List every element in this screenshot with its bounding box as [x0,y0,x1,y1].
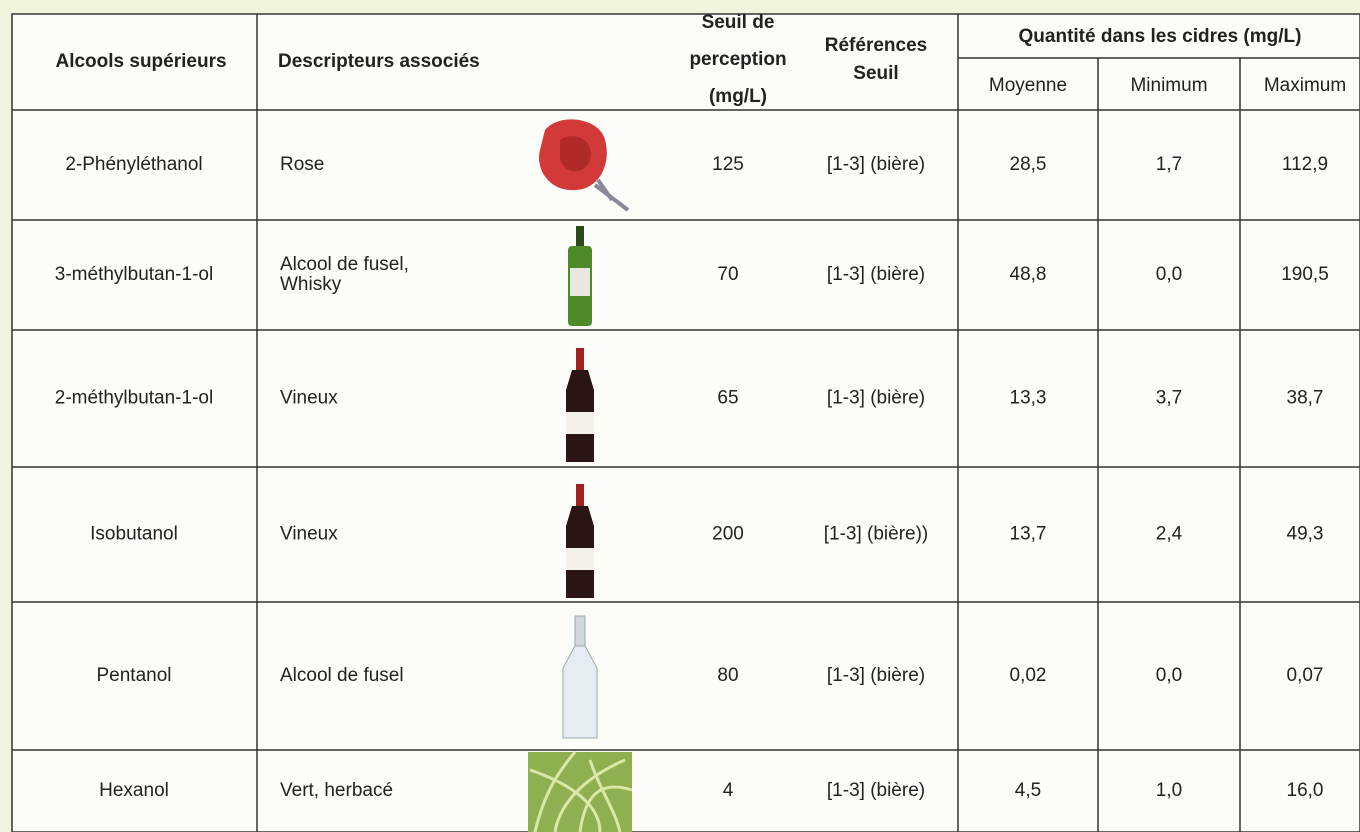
cell: 2,4 [1156,524,1183,545]
cell: 200 [712,524,744,545]
cell: 65 [717,388,738,409]
header-cell: perception [689,49,786,70]
cell: Vineux [280,388,338,409]
header-cell: Références [825,35,927,56]
cell: [1-3] (bière) [827,388,925,409]
cell: 3-méthylbutan-1-ol [55,264,213,285]
cell: 13,3 [1010,388,1047,409]
header-cell: Moyenne [989,75,1067,96]
cell: 190,5 [1281,264,1329,285]
cell: 28,5 [1010,154,1047,175]
page: Alcools supérieurs Descripteurs associés S… [0,0,1360,832]
cell: 3,7 [1156,388,1182,409]
cell: Whisky [280,274,342,295]
cell: 1,0 [1156,780,1182,801]
cell: 80 [717,665,738,686]
cell: [1-3] (bière) [827,665,925,686]
cell: 16,0 [1287,780,1324,801]
header-cell: Descripteurs associés [278,51,480,72]
cell: [1-3] (bière) [827,780,925,801]
header-cell: Minimum [1130,75,1207,96]
cell: Rose [280,154,324,175]
cell: 49,3 [1287,524,1324,545]
table-frame [12,14,1360,832]
cell: 0,0 [1156,665,1182,686]
cell: [1-3] (bière) [827,264,925,285]
cell: [1-3] (bière)) [824,524,929,545]
cell: Alcool de fusel, [280,254,409,275]
cell: 48,8 [1010,264,1047,285]
grass-icon [528,752,632,832]
cell: 125 [712,154,744,175]
header-cell: Quantité dans les cidres (mg/L) [1019,26,1302,47]
cell: 2-méthylbutan-1-ol [55,388,213,409]
cell: 4 [723,780,734,801]
cell: 13,7 [1010,524,1047,545]
cell: 4,5 [1015,780,1041,801]
cell: Alcool de fusel [280,665,404,686]
cell: [1-3] (bière) [827,154,925,175]
cell: 112,9 [1282,154,1328,175]
header-cell: Alcools supérieurs [55,51,226,72]
cell: 0,0 [1156,264,1182,285]
cell: 1,7 [1156,154,1182,175]
header-cell: Seuil de [702,12,775,33]
table: Alcools supérieurs Descripteurs associés S… [0,0,1360,832]
header-cell: (mg/L) [709,86,767,107]
cell: Vineux [280,524,338,545]
cell: 0,02 [1010,665,1047,686]
cell: 0,07 [1287,665,1324,686]
header-cell: Seuil [853,63,898,84]
cell: 70 [717,264,738,285]
cell: Vert, herbacé [280,780,393,801]
cell: Hexanol [99,780,169,801]
cell: 2-Phényléthanol [65,154,202,175]
header-cell: Maximum [1264,75,1346,96]
cell: 38,7 [1287,388,1324,409]
cell: Isobutanol [90,524,178,545]
cell: Pentanol [96,665,171,686]
